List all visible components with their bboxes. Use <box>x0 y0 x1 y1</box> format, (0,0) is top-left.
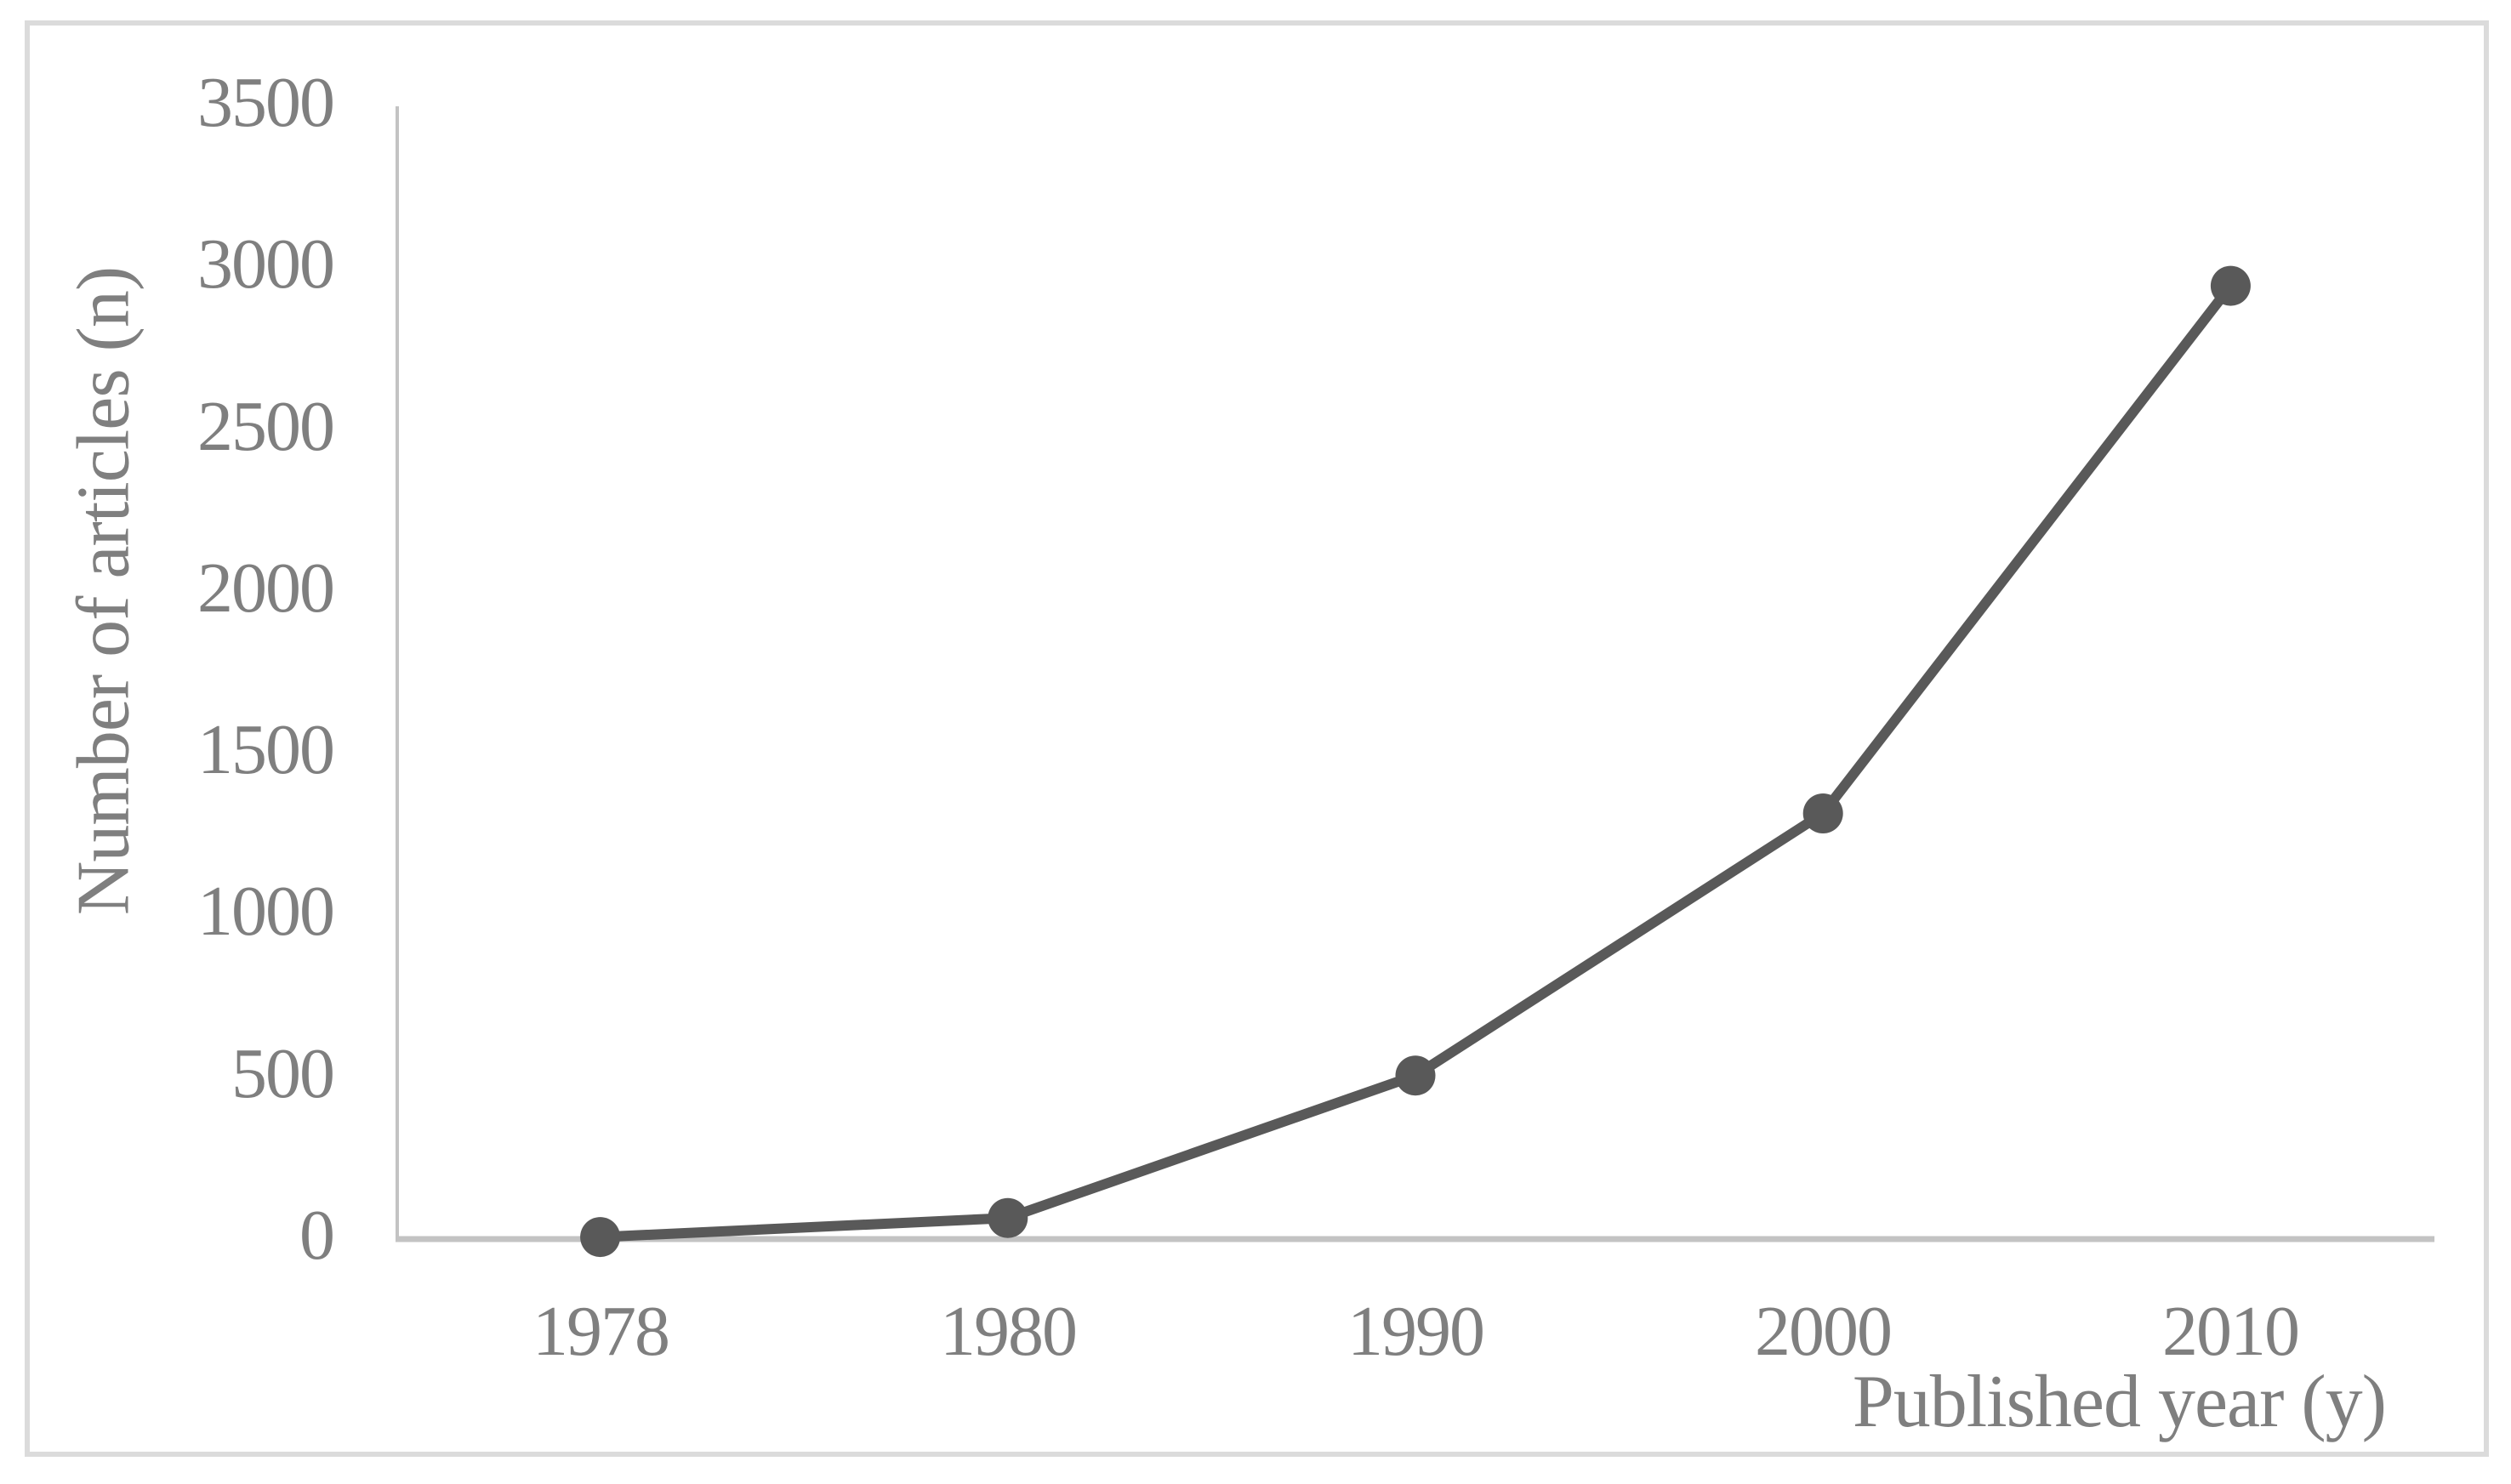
data-point-marker <box>1802 793 1843 833</box>
y-tick-label: 500 <box>231 1034 335 1113</box>
y-tick-label: 2500 <box>197 387 335 466</box>
figure-border <box>25 20 2489 1457</box>
data-point-marker <box>988 1197 1028 1238</box>
y-tick-label: 1500 <box>197 710 335 789</box>
data-point-marker <box>1395 1055 1436 1096</box>
y-tick-label: 3500 <box>197 63 335 142</box>
x-tick-label: 2010 <box>2162 1292 2300 1371</box>
y-tick-label: 3000 <box>197 225 335 304</box>
y-tick-label: 1000 <box>197 872 335 951</box>
data-point-marker <box>2210 265 2251 306</box>
data-point-marker <box>580 1217 621 1258</box>
x-tick-label: 2000 <box>1755 1292 1893 1371</box>
y-axis-title: Number of articles (n) <box>62 266 145 916</box>
x-tick-label: 1980 <box>940 1292 1078 1371</box>
x-tick-label: 1990 <box>1347 1292 1485 1371</box>
x-axis-title: Published year (y) <box>1852 1361 2387 1443</box>
x-tick-label: 1978 <box>532 1292 670 1371</box>
y-tick-label: 2000 <box>197 549 335 628</box>
y-tick-label: 0 <box>299 1196 335 1275</box>
